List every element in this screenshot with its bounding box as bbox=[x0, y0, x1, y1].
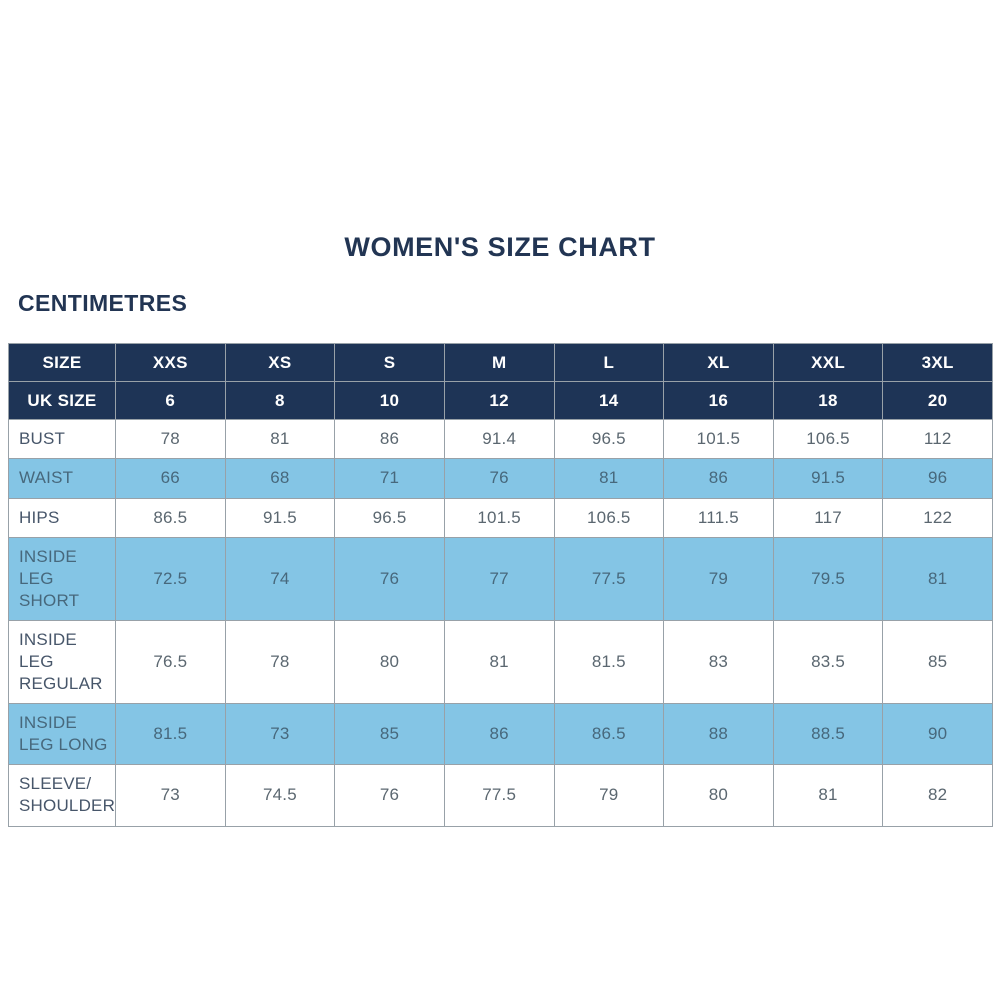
size-col-xl: XL bbox=[663, 343, 774, 383]
measurement-row-waist: WAIST 66 68 71 76 81 86 91.5 96 bbox=[8, 458, 993, 499]
size-col-m: M bbox=[443, 343, 555, 383]
measurement-value: 86.5 bbox=[553, 703, 665, 766]
measurement-value: 86 bbox=[663, 458, 774, 499]
measurement-value: 76 bbox=[334, 764, 445, 827]
measurement-value: 96 bbox=[882, 458, 993, 499]
measurement-value: 73 bbox=[115, 764, 226, 827]
size-col-3xl: 3XL bbox=[882, 343, 993, 383]
measurement-value: 77.5 bbox=[553, 536, 665, 621]
uk-size-label: UK SIZE bbox=[8, 381, 116, 421]
measurement-value: 68 bbox=[224, 458, 336, 499]
uk-size-value: 12 bbox=[443, 381, 555, 421]
measurement-value: 80 bbox=[663, 764, 774, 827]
size-col-s: S bbox=[334, 343, 445, 383]
measurement-value: 111.5 bbox=[663, 497, 774, 538]
uk-size-value: 18 bbox=[772, 381, 884, 421]
measurement-row-inside-leg-short: INSIDE LEG SHORT 72.5 74 76 77 77.5 79 79.5 81 bbox=[8, 536, 993, 621]
measurement-value: 101.5 bbox=[663, 419, 774, 460]
unit-label: CENTIMETRES bbox=[18, 290, 188, 317]
measurement-value: 71 bbox=[334, 458, 445, 499]
measurement-value: 96.5 bbox=[334, 497, 445, 538]
measurement-value: 91.4 bbox=[443, 419, 555, 460]
measurement-label: INSIDE LEG LONG bbox=[8, 703, 116, 766]
size-col-xxl: XXL bbox=[772, 343, 884, 383]
measurement-value: 106.5 bbox=[772, 419, 884, 460]
measurement-value: 88 bbox=[663, 703, 774, 766]
measurement-value: 81 bbox=[772, 764, 884, 827]
size-chart-table: SIZE XXS XS S M L XL XXL 3XL UK SIZE 6 8 10 12 14 16 18… bbox=[8, 343, 993, 827]
measurement-value: 78 bbox=[115, 419, 226, 460]
measurement-row-inside-leg-long: INSIDE LEG LONG 81.5 73 85 86 86.5 88 88.5 90 bbox=[8, 703, 993, 766]
measurement-value: 81.5 bbox=[115, 703, 226, 766]
measurement-row-sleeve-shoulder: SLEEVE/ SHOULDER 73 74.5 76 77.5 79 80 81 82 bbox=[8, 764, 993, 827]
measurement-value: 85 bbox=[334, 703, 445, 766]
measurement-value: 76 bbox=[334, 536, 445, 621]
measurement-value: 81 bbox=[443, 619, 555, 705]
page-title: WOMEN'S SIZE CHART bbox=[344, 232, 656, 262]
size-col-xxs: XXS bbox=[115, 343, 226, 383]
measurement-value: 81 bbox=[553, 458, 665, 499]
measurement-value: 81.5 bbox=[553, 619, 665, 705]
measurement-value: 86 bbox=[334, 419, 445, 460]
measurement-value: 76.5 bbox=[115, 619, 226, 705]
measurement-row-bust: BUST 78 81 86 91.4 96.5 101.5 106.5 112 bbox=[8, 419, 993, 460]
size-chart-page: WOMEN'S SIZE CHART CENTIMETRES SIZE XXS XS… bbox=[8, 232, 993, 827]
measurement-value: 106.5 bbox=[553, 497, 665, 538]
measurement-label: BUST bbox=[8, 419, 116, 460]
uk-size-value: 14 bbox=[553, 381, 665, 421]
measurement-value: 81 bbox=[882, 536, 993, 621]
measurement-value: 77 bbox=[443, 536, 555, 621]
measurement-value: 122 bbox=[882, 497, 993, 538]
uk-size-value: 8 bbox=[224, 381, 336, 421]
measurement-value: 90 bbox=[882, 703, 993, 766]
measurement-row-hips: HIPS 86.5 91.5 96.5 101.5 106.5 111.5 117 122 bbox=[8, 497, 993, 538]
measurement-value: 74 bbox=[224, 536, 336, 621]
measurement-value: 86 bbox=[443, 703, 555, 766]
measurement-label: SLEEVE/ SHOULDER bbox=[8, 764, 116, 827]
measurement-value: 88.5 bbox=[772, 703, 884, 766]
measurement-row-inside-leg-regular: INSIDE LEG REGULAR 76.5 78 80 81 81.5 83 83.5 85 bbox=[8, 619, 993, 705]
uk-size-value: 20 bbox=[882, 381, 993, 421]
measurement-value: 79 bbox=[553, 764, 665, 827]
measurement-value: 80 bbox=[334, 619, 445, 705]
measurement-value: 77.5 bbox=[443, 764, 555, 827]
measurement-value: 83.5 bbox=[772, 619, 884, 705]
size-header-cell: SIZE bbox=[8, 343, 116, 383]
measurement-value: 79.5 bbox=[772, 536, 884, 621]
measurement-value: 86.5 bbox=[115, 497, 226, 538]
measurement-value: 117 bbox=[772, 497, 884, 538]
measurement-value: 112 bbox=[882, 419, 993, 460]
measurement-label: INSIDE LEG REGULAR bbox=[8, 619, 116, 705]
size-col-l: L bbox=[553, 343, 665, 383]
measurement-value: 83 bbox=[663, 619, 774, 705]
measurement-label: HIPS bbox=[8, 497, 116, 538]
measurement-value: 91.5 bbox=[772, 458, 884, 499]
uk-size-value: 16 bbox=[663, 381, 774, 421]
measurement-value: 66 bbox=[115, 458, 226, 499]
measurement-value: 78 bbox=[224, 619, 336, 705]
uk-size-value: 10 bbox=[334, 381, 445, 421]
size-col-xs: XS bbox=[224, 343, 336, 383]
uk-size-row: UK SIZE 6 8 10 12 14 16 18 20 bbox=[8, 381, 993, 421]
measurement-value: 91.5 bbox=[224, 497, 336, 538]
measurement-value: 101.5 bbox=[443, 497, 555, 538]
measurement-value: 74.5 bbox=[224, 764, 336, 827]
measurement-value: 96.5 bbox=[553, 419, 665, 460]
size-header-row: SIZE XXS XS S M L XL XXL 3XL bbox=[8, 343, 993, 383]
measurement-value: 79 bbox=[663, 536, 774, 621]
measurement-value: 85 bbox=[882, 619, 993, 705]
measurement-label: WAIST bbox=[8, 458, 116, 499]
measurement-value: 72.5 bbox=[115, 536, 226, 621]
uk-size-value: 6 bbox=[115, 381, 226, 421]
measurement-value: 82 bbox=[882, 764, 993, 827]
measurement-label: INSIDE LEG SHORT bbox=[8, 536, 116, 621]
size-table-body: BUST 78 81 86 91.4 96.5 101.5 106.5 112 WAIST 66 68… bbox=[8, 419, 993, 827]
measurement-value: 81 bbox=[224, 419, 336, 460]
measurement-value: 73 bbox=[224, 703, 336, 766]
measurement-value: 76 bbox=[443, 458, 555, 499]
